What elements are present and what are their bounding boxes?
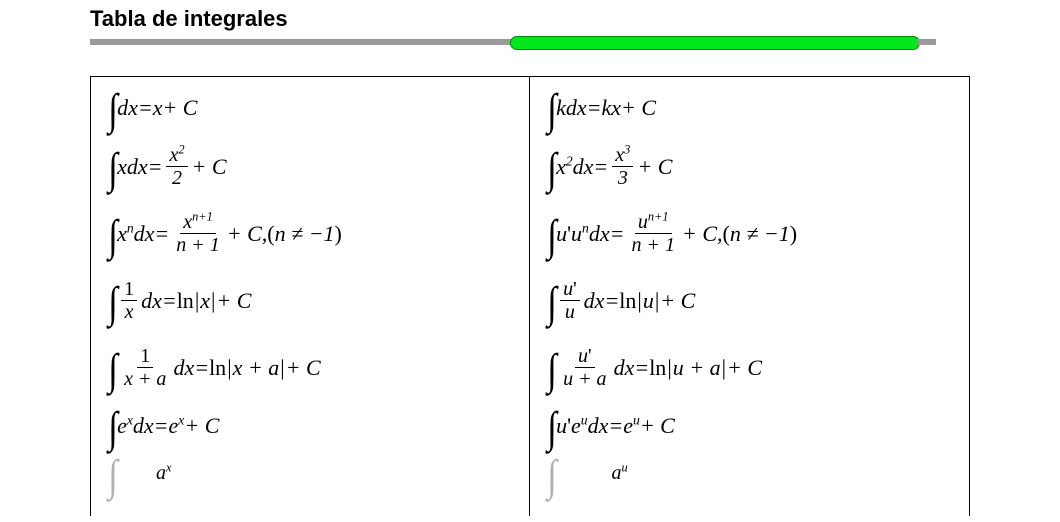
f: x + a — [233, 355, 280, 381]
f: u'eudx — [556, 413, 608, 439]
formula-l1: ∫ dx = x + C — [107, 95, 513, 121]
fraction: ax . — [153, 463, 175, 505]
fraction: un+1 n + 1 — [628, 212, 678, 255]
f: dx — [173, 355, 194, 381]
formula-l6: ∫ exdx = ex + C — [107, 413, 513, 439]
f: + C — [682, 221, 717, 247]
f: x — [200, 288, 210, 314]
f: x — [153, 95, 163, 121]
fraction: 1 x + a — [121, 346, 169, 389]
f: kdx — [556, 95, 587, 121]
f: ex — [169, 413, 185, 439]
formula-l2: ∫ xdx = x2 2 + C — [107, 145, 513, 188]
f: + C — [621, 95, 656, 121]
f: + C — [227, 221, 262, 247]
f: ) — [335, 221, 342, 247]
f: u + a — [673, 355, 721, 381]
table-col-right: ∫ kdx = kx + C ∫ x2dx = x3 3 + C ∫ u'und… — [530, 77, 969, 516]
f: = — [608, 413, 623, 439]
f: = — [587, 95, 602, 121]
f: + C — [162, 95, 197, 121]
f: n ≠ −1 — [275, 221, 335, 247]
formula-r5: ∫ u' u + a dx = ln | u + a | + C — [546, 346, 953, 389]
f: dx — [141, 288, 162, 314]
f: + C — [640, 413, 675, 439]
f: dx — [584, 288, 605, 314]
header-rule-tail — [918, 39, 936, 45]
formula-r4: ∫ u' u dx = ln | u | + C — [546, 279, 953, 322]
f: ( — [723, 221, 730, 247]
f: kx — [601, 95, 621, 121]
f: = — [610, 221, 625, 247]
integrals-table: ∫ dx = x + C ∫ xdx = x2 2 + C ∫ xndx = x… — [90, 76, 970, 516]
formula-l3: ∫ xndx = xn+1 n + 1 + C , ( n ≠ −1 ) — [107, 212, 513, 255]
f: + C — [192, 154, 227, 180]
f: x2dx — [556, 154, 593, 180]
f: + C — [286, 355, 321, 381]
fraction: xn+1 n + 1 — [173, 212, 223, 255]
fraction: au . — [608, 463, 630, 505]
f: + C — [727, 355, 762, 381]
f: n ≠ −1 — [730, 221, 790, 247]
formula-r2: ∫ x2dx = x3 3 + C — [546, 145, 953, 188]
fraction: 1 x — [121, 279, 137, 322]
page-title: Tabla de integrales — [90, 6, 1060, 34]
f: u — [643, 288, 654, 314]
formula-r7: ∫ u'au = au . — [546, 453, 953, 495]
f: = — [634, 355, 649, 381]
f: ln — [649, 355, 666, 381]
f: = — [194, 355, 209, 381]
f: = — [154, 221, 169, 247]
f: u'undx — [556, 221, 610, 247]
f: = — [604, 288, 619, 314]
f: eu — [623, 413, 640, 439]
f: exdx — [117, 413, 154, 439]
f: + C — [184, 413, 219, 439]
f: ln — [619, 288, 636, 314]
f: ln — [177, 288, 194, 314]
f: + C — [637, 154, 672, 180]
f: xndx — [117, 221, 154, 247]
f: dx — [117, 95, 138, 121]
f: dx — [614, 355, 635, 381]
header-rule — [0, 36, 1060, 46]
f: = — [162, 288, 177, 314]
f: ln — [209, 355, 226, 381]
f: + C — [660, 288, 695, 314]
f: xdx — [117, 154, 148, 180]
f: = — [148, 154, 163, 180]
fraction: x3 3 — [612, 145, 633, 188]
formula-r6: ∫ u'eudx = eu + C — [546, 413, 953, 439]
f: = — [154, 413, 169, 439]
formula-r1: ∫ kdx = kx + C — [546, 95, 953, 121]
fraction: x2 2 — [166, 145, 187, 188]
f: ( — [267, 221, 274, 247]
header-rule-green — [510, 36, 920, 50]
table-col-left: ∫ dx = x + C ∫ xdx = x2 2 + C ∫ xndx = x… — [91, 77, 530, 516]
f: ) — [790, 221, 797, 247]
formula-l7: ∫ ax = ax . — [107, 453, 513, 495]
fraction: u' u — [560, 279, 580, 322]
formula-l4: ∫ 1 x dx = ln | x | + C — [107, 279, 513, 322]
f: = — [138, 95, 153, 121]
f: = — [593, 154, 608, 180]
formula-r3: ∫ u'undx = un+1 n + 1 + C , ( n ≠ −1 ) — [546, 212, 953, 255]
fraction: u' u + a — [560, 346, 610, 389]
f: + C — [216, 288, 251, 314]
formula-l5: ∫ 1 x + a dx = ln | x + a | + C — [107, 346, 513, 389]
